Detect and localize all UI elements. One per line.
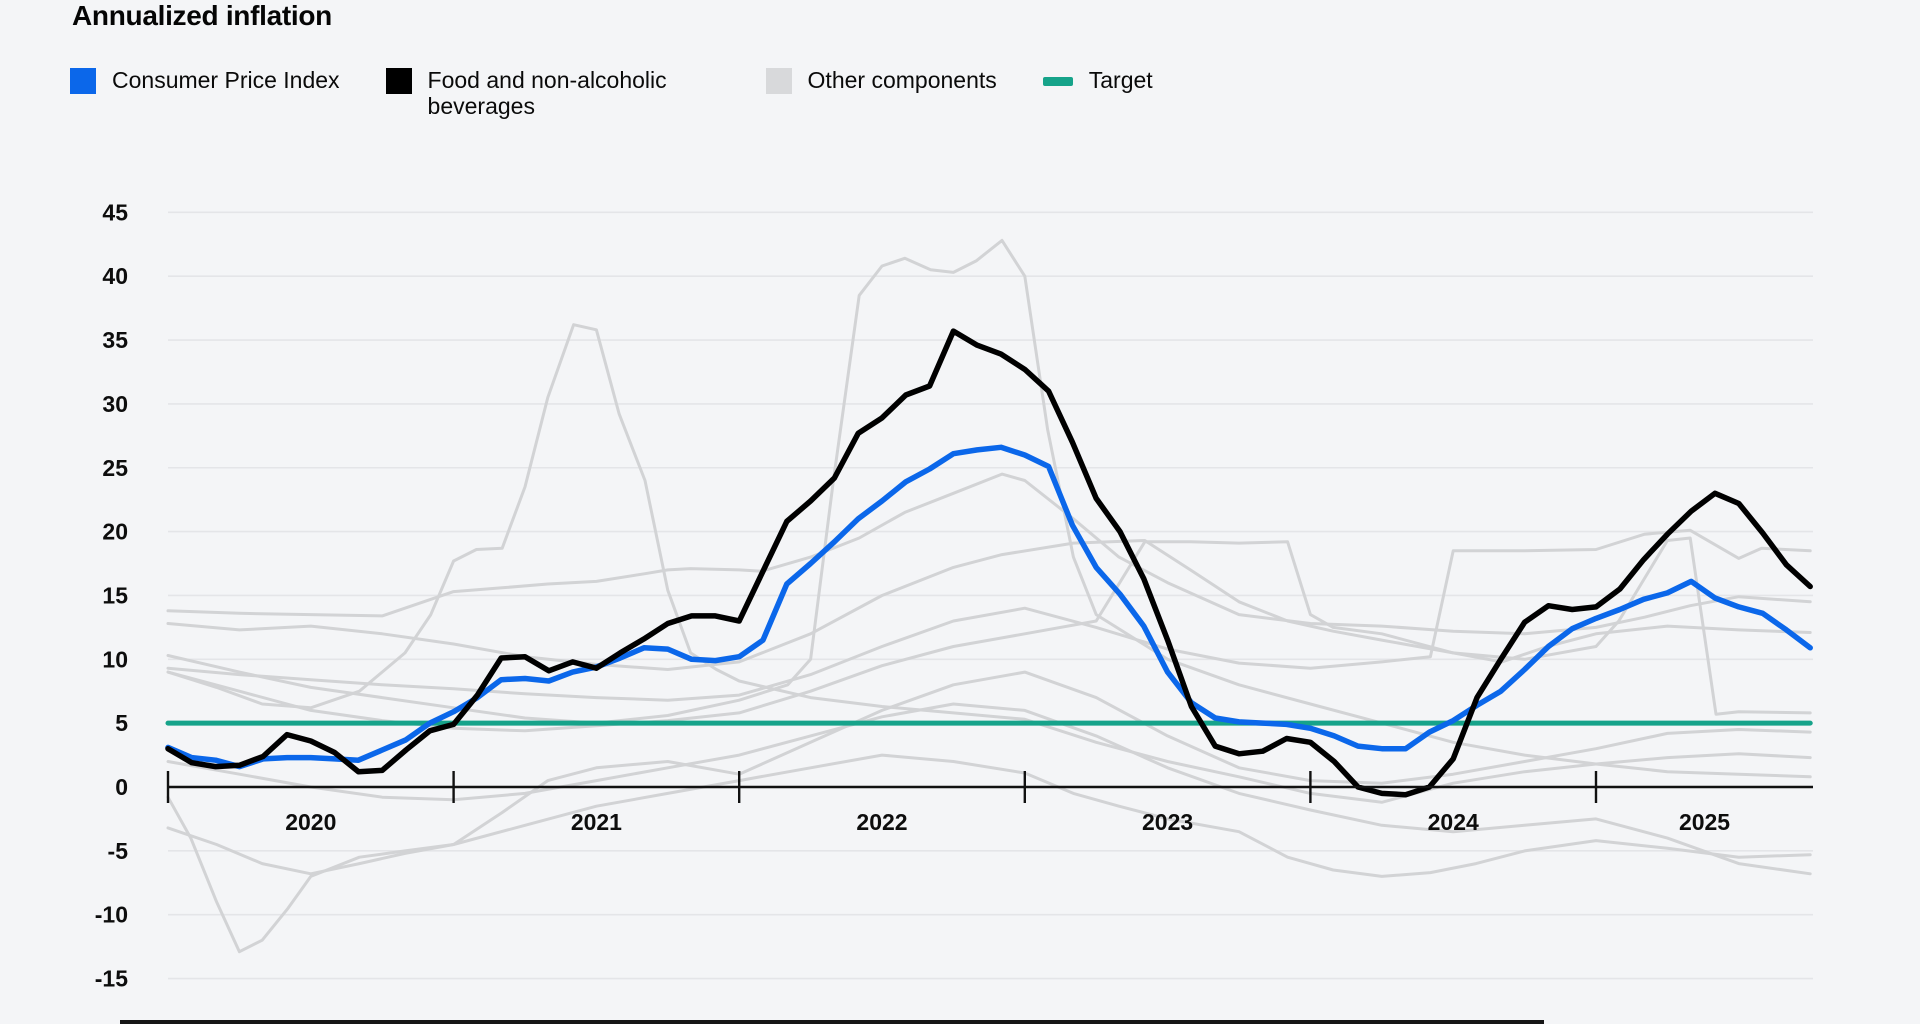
y-tick-label-45: 45	[102, 199, 128, 225]
legend-label-other: Other components	[807, 67, 997, 93]
legend-label-cpi: Consumer Price Index	[112, 67, 340, 93]
series-line-other-1	[166, 238, 1812, 779]
y-tick-label-0: 0	[115, 774, 128, 800]
y-tick-label-40: 40	[102, 263, 128, 289]
x-tick-label-2020: 2020	[285, 809, 336, 835]
series-line-other-8	[166, 702, 1812, 876]
y-tick-label--15: -15	[95, 966, 128, 992]
x-tick-label-2021: 2021	[571, 809, 622, 835]
legend-item-cpi: Consumer Price Index	[70, 62, 340, 94]
chart-legend: Consumer Price Index Food and non-alcoho…	[70, 62, 1570, 120]
x-tick-label-2022: 2022	[856, 809, 907, 835]
series-line-other-2	[166, 472, 1812, 636]
other-swatch-icon	[765, 68, 792, 94]
bottom-divider	[120, 1020, 1544, 1024]
series-line-other-4	[166, 528, 1812, 702]
x-tick-label-2025: 2025	[1679, 809, 1730, 835]
y-tick-label-30: 30	[102, 391, 128, 417]
legend-item-target: Target	[1042, 62, 1153, 93]
series-line-other-7	[166, 753, 1812, 878]
y-tick-label-15: 15	[102, 582, 128, 608]
food-swatch-icon	[385, 68, 412, 94]
series-line-cpi-10	[165, 444, 1813, 770]
y-tick-label-20: 20	[102, 519, 128, 545]
legend-item-food: Food and non-alcoholic beverages	[385, 62, 720, 120]
y-tick-label--5: -5	[108, 838, 129, 864]
y-tick-label--10: -10	[95, 902, 128, 928]
page-title: Annualized inflation	[72, 0, 332, 31]
series-line-food-11	[165, 328, 1813, 798]
cpi-swatch-icon	[70, 68, 96, 94]
y-tick-label-25: 25	[102, 455, 128, 481]
legend-label-food: Food and non-alcoholic beverages	[427, 67, 667, 120]
legend-label-target: Target	[1088, 67, 1153, 93]
legend-item-other: Other components	[765, 62, 997, 94]
y-tick-label-5: 5	[115, 710, 128, 736]
x-tick-label-2024: 2024	[1428, 809, 1479, 835]
series-line-other-6	[166, 670, 1812, 954]
target-dash-icon	[1042, 77, 1073, 86]
y-tick-label-35: 35	[102, 327, 128, 353]
x-tick-label-2023: 2023	[1142, 809, 1193, 835]
series-line-other-3	[166, 539, 1812, 671]
y-tick-label-10: 10	[102, 646, 128, 672]
